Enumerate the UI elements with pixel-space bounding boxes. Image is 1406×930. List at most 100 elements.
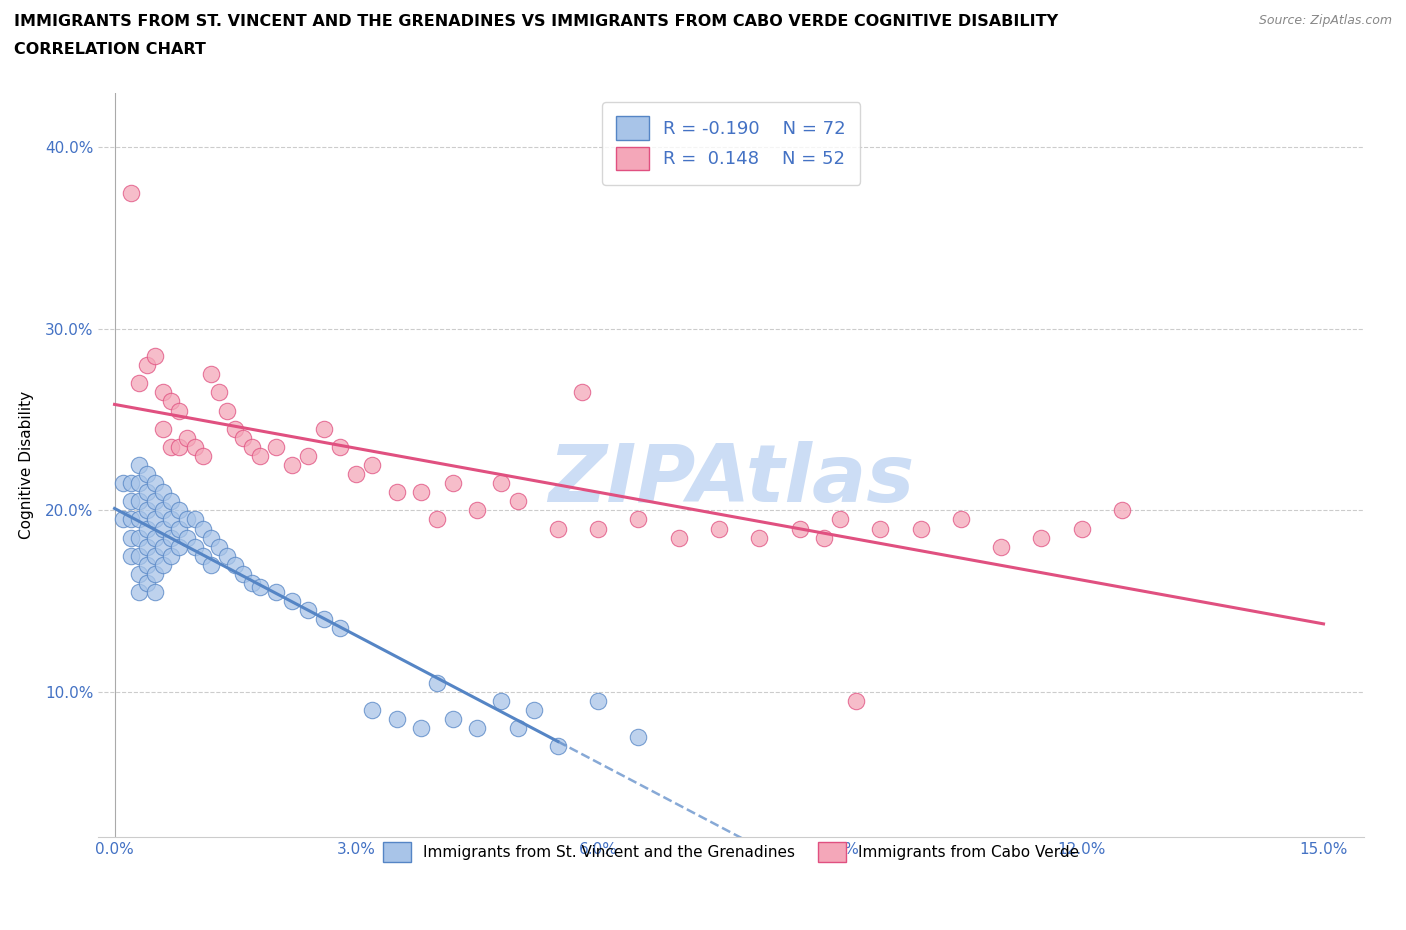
Text: CORRELATION CHART: CORRELATION CHART: [14, 42, 205, 57]
Point: [200, 366, 222, 381]
Point: [314, 612, 336, 627]
Point: [828, 512, 851, 527]
Point: [143, 566, 166, 581]
Point: [426, 512, 449, 527]
Point: [143, 476, 166, 491]
Point: [240, 576, 263, 591]
Point: [297, 448, 319, 463]
Point: [845, 694, 868, 709]
Point: [160, 530, 183, 545]
Point: [143, 549, 166, 564]
Point: [668, 530, 690, 545]
Point: [160, 512, 183, 527]
Point: [176, 431, 198, 445]
Point: [281, 593, 304, 608]
Point: [111, 512, 134, 527]
Point: [128, 458, 150, 472]
Point: [441, 711, 464, 726]
Point: [264, 439, 287, 454]
Point: [217, 403, 239, 418]
Point: [224, 421, 246, 436]
Point: [264, 585, 287, 600]
Point: [506, 721, 529, 736]
Point: [491, 476, 513, 491]
Point: [128, 376, 150, 391]
Point: [547, 521, 569, 536]
Point: [128, 566, 150, 581]
Point: [547, 738, 569, 753]
Point: [217, 549, 239, 564]
Point: [135, 557, 157, 572]
Point: [361, 702, 384, 717]
Point: [120, 530, 142, 545]
Point: [176, 530, 198, 545]
Point: [707, 521, 730, 536]
Point: [193, 549, 215, 564]
Point: [160, 394, 183, 409]
Point: [910, 521, 932, 536]
Point: [385, 711, 408, 726]
Point: [409, 721, 432, 736]
Point: [465, 721, 488, 736]
Point: [249, 448, 271, 463]
Point: [152, 503, 174, 518]
Point: [200, 557, 222, 572]
Point: [120, 512, 142, 527]
Point: [167, 439, 190, 454]
Point: [506, 494, 529, 509]
Point: [120, 494, 142, 509]
Point: [329, 439, 352, 454]
Point: [167, 403, 190, 418]
Point: [184, 439, 207, 454]
Point: [281, 458, 304, 472]
Point: [167, 503, 190, 518]
Point: [135, 503, 157, 518]
Point: [135, 467, 157, 482]
Point: [143, 512, 166, 527]
Point: [160, 494, 183, 509]
Point: [143, 585, 166, 600]
Point: [152, 557, 174, 572]
Point: [184, 539, 207, 554]
Point: [409, 485, 432, 499]
Point: [1031, 530, 1053, 545]
Point: [128, 512, 150, 527]
Point: [128, 585, 150, 600]
Point: [208, 539, 231, 554]
Point: [491, 694, 513, 709]
Point: [627, 512, 650, 527]
Point: [627, 730, 650, 745]
Point: [523, 702, 546, 717]
Point: [111, 476, 134, 491]
Point: [167, 539, 190, 554]
Point: [152, 421, 174, 436]
Point: [135, 539, 157, 554]
Point: [184, 512, 207, 527]
Point: [152, 539, 174, 554]
Point: [586, 694, 609, 709]
Point: [465, 503, 488, 518]
Point: [344, 467, 367, 482]
Point: [249, 579, 271, 594]
Text: IMMIGRANTS FROM ST. VINCENT AND THE GRENADINES VS IMMIGRANTS FROM CABO VERDE COG: IMMIGRANTS FROM ST. VINCENT AND THE GREN…: [14, 14, 1059, 29]
Point: [135, 358, 157, 373]
Point: [167, 521, 190, 536]
Point: [297, 603, 319, 618]
Point: [748, 530, 770, 545]
Point: [160, 439, 183, 454]
Y-axis label: Cognitive Disability: Cognitive Disability: [18, 391, 34, 539]
Point: [586, 521, 609, 536]
Point: [120, 185, 142, 200]
Point: [1070, 521, 1092, 536]
Point: [441, 476, 464, 491]
Point: [128, 494, 150, 509]
Point: [128, 476, 150, 491]
Point: [143, 494, 166, 509]
Point: [120, 549, 142, 564]
Point: [160, 549, 183, 564]
Point: [385, 485, 408, 499]
Point: [571, 385, 593, 400]
Point: [1111, 503, 1133, 518]
Point: [949, 512, 972, 527]
Point: [135, 521, 157, 536]
